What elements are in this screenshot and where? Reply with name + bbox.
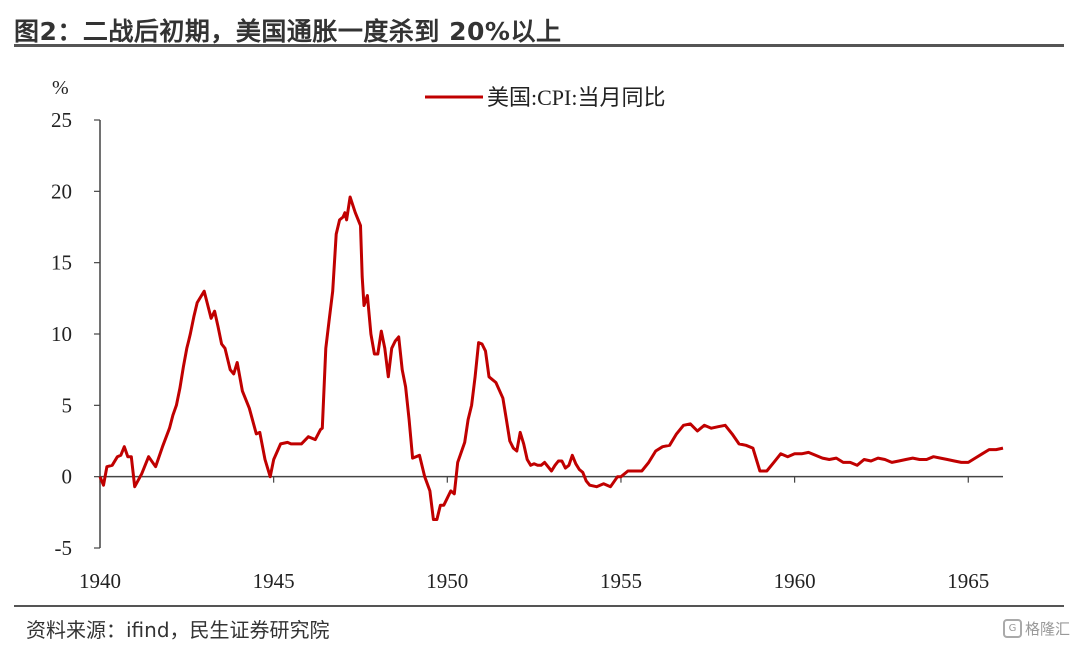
y-tick-label: 0 <box>62 465 73 489</box>
y-tick-label: 10 <box>51 322 72 346</box>
x-tick-label: 1950 <box>426 569 468 593</box>
watermark-logo-icon: G <box>1002 619 1022 638</box>
x-tick-label: 1945 <box>253 569 295 593</box>
figure-title: 图2：二战后初期，美国通胀一度杀到 20%以上 <box>14 17 562 46</box>
title-rule <box>14 44 1064 47</box>
y-tick-label: 20 <box>51 179 72 203</box>
y-axis-unit: % <box>52 77 69 99</box>
source-note: 资料来源：ifind，民生证券研究院 <box>26 618 330 642</box>
series-line <box>98 195 1004 521</box>
legend: 美国:CPI:当月同比 <box>425 85 665 110</box>
footer-rule <box>14 605 1064 607</box>
x-tick-label: 1940 <box>79 569 121 593</box>
y-tick-label: -5 <box>55 536 73 560</box>
y-axis: -5 0 5 10 15 20 25% <box>51 77 101 560</box>
watermark: G 格隆汇 <box>1002 618 1070 639</box>
y-tick-label: 15 <box>51 251 72 275</box>
x-axis: 1940 1945 1950 1955 1960 1965 <box>79 475 1003 593</box>
legend-label: 美国:CPI:当月同比 <box>487 85 665 110</box>
x-tick-label: 1955 <box>600 569 642 593</box>
series-layer <box>98 195 1004 521</box>
y-tick-label: 5 <box>62 393 73 417</box>
y-tick-label: 25 <box>51 108 72 132</box>
x-tick-label: 1960 <box>774 569 816 593</box>
x-tick-label: 1965 <box>947 569 989 593</box>
watermark-text: 格隆汇 <box>1024 620 1070 638</box>
cpi-line-chart: -5 0 5 10 15 20 25% 1940 1945 1950 1955 1960 1965 美… <box>51 77 1004 593</box>
